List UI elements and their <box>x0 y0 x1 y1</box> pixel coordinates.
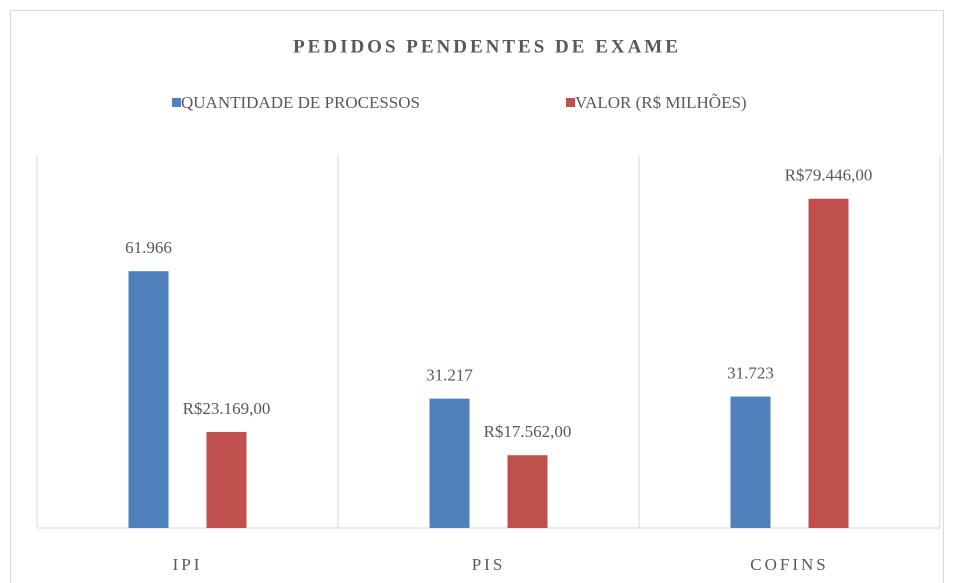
bar <box>128 271 169 528</box>
legend-swatch <box>172 98 181 107</box>
legend-label: QUANTIDADE DE PROCESSOS <box>181 93 420 112</box>
bar <box>808 198 849 528</box>
bar <box>429 398 470 528</box>
data-label: 31.217 <box>426 366 473 385</box>
bar <box>730 396 771 528</box>
data-label: R$79.446,00 <box>785 166 873 185</box>
x-tick-label: PIS <box>472 555 506 574</box>
legend-label: VALOR (R$ MILHÕES) <box>575 93 747 112</box>
data-label: R$17.562,00 <box>484 422 572 441</box>
data-label: 31.723 <box>727 363 774 382</box>
chart-title: PEDIDOS PENDENTES DE EXAME <box>293 36 681 57</box>
legend-swatch <box>566 98 575 107</box>
bar <box>507 455 548 528</box>
x-tick-label: COFINS <box>750 555 828 574</box>
x-tick-label: IPI <box>173 555 203 574</box>
data-label: 61.966 <box>125 238 172 257</box>
bar <box>206 431 247 528</box>
data-label: R$23.169,00 <box>183 399 271 418</box>
